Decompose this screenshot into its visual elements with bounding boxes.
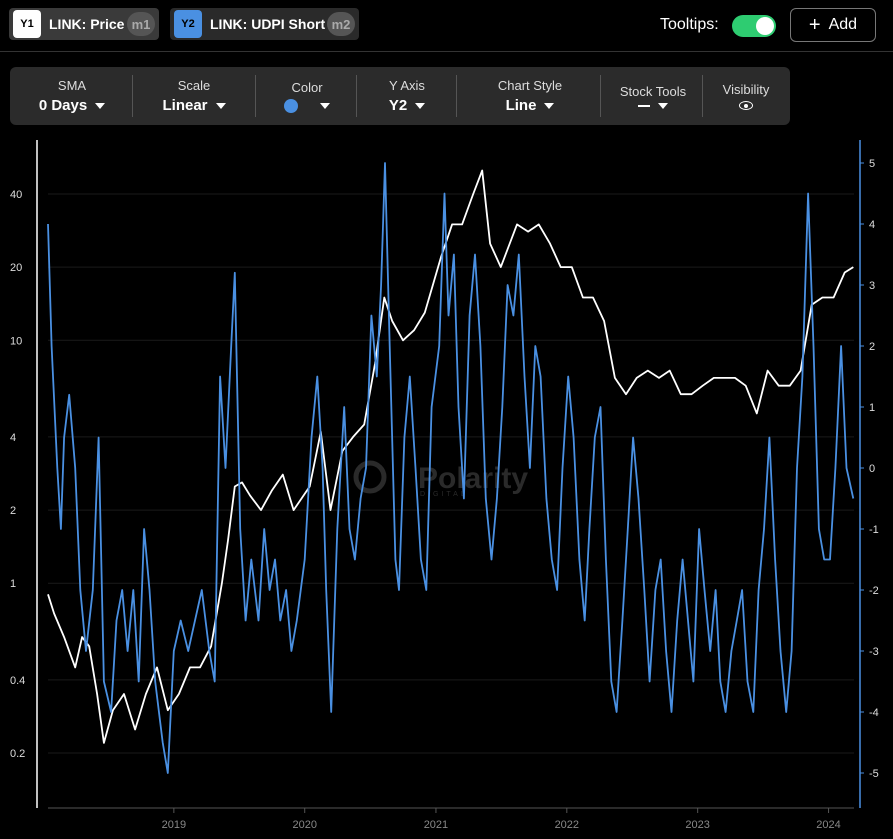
chart-controls-panel: SMA 0 Days Scale Linear Color Y Axis Y2 … (10, 67, 790, 125)
tooltips-toggle[interactable] (732, 15, 776, 37)
y2-tick-label: 1 (869, 402, 875, 414)
y1-badge: Y1 (13, 10, 41, 38)
divider (600, 75, 601, 117)
toggle-knob (756, 17, 774, 35)
color-swatch (284, 98, 298, 113)
caret-down-icon (544, 102, 555, 109)
y1-tick-label: 40 (10, 189, 22, 201)
scale-value: Linear (162, 97, 208, 114)
series-lines (47, 162, 855, 774)
scale-control[interactable]: Scale Linear (142, 67, 246, 125)
sma-control[interactable]: SMA 0 Days (20, 67, 124, 125)
y1-tick-label: 0.2 (10, 748, 25, 760)
chart-area[interactable]: Polarity DIGITAL 0.20.4124102040543210-1… (0, 130, 893, 839)
top-bar: Y1 LINK: Price m1 Y2 LINK: UDPI Short m2… (0, 0, 893, 52)
chart-style-title: Chart Style (497, 78, 563, 93)
chart-style-control[interactable]: Chart Style Line (465, 67, 595, 125)
sma-dropdown[interactable]: 0 Days (38, 97, 106, 114)
sma-title: SMA (57, 78, 87, 93)
y2-tick-label: -5 (869, 768, 879, 780)
caret-down-icon (95, 102, 106, 109)
watermark-subtext: DIGITAL (420, 491, 468, 498)
price-line (47, 169, 854, 744)
divider (702, 75, 703, 117)
y-axis-title: Y Axis (389, 78, 425, 93)
divider (255, 75, 256, 117)
y1-tick-label: 20 (10, 262, 22, 274)
grid-lines (48, 193, 854, 754)
visibility-title: Visibility (722, 82, 770, 97)
y1-tick-label: 0.4 (10, 675, 25, 687)
watermark-logo: Polarity DIGITAL (353, 460, 528, 498)
x-tick-label: 2023 (685, 819, 709, 831)
x-tick-label: 2020 (292, 819, 316, 831)
dash-icon (638, 104, 650, 107)
udpi-line (47, 162, 855, 774)
y1-tick-label: 4 (10, 432, 16, 444)
visibility-control[interactable]: Visibility (707, 67, 785, 125)
model-badge-m1[interactable]: m1 (127, 12, 155, 36)
y-axis-value: Y2 (388, 97, 408, 114)
caret-down-icon (320, 102, 330, 109)
add-button-label: Add (828, 16, 858, 33)
eye-icon (739, 101, 753, 110)
color-dropdown[interactable] (284, 98, 330, 113)
model-badge-m2[interactable]: m2 (327, 12, 355, 36)
y2-tick-label: -3 (869, 646, 879, 658)
plus-icon: + (808, 14, 821, 36)
color-control[interactable]: Color (262, 67, 352, 125)
color-title: Color (291, 79, 323, 95)
y1-tick-label: 1 (10, 578, 16, 590)
y2-badge: Y2 (174, 10, 202, 38)
divider (132, 75, 133, 117)
caret-down-icon (658, 102, 668, 109)
y2-tick-label: -1 (869, 524, 879, 536)
scale-dropdown[interactable]: Linear (162, 97, 226, 114)
y2-tick-label: 2 (869, 341, 875, 353)
y-axis-dropdown[interactable]: Y2 (388, 97, 426, 114)
series-chip-y1[interactable]: Y1 LINK: Price m1 (9, 8, 159, 40)
add-button[interactable]: + Add (790, 8, 876, 42)
y2-tick-label: 0 (869, 463, 875, 475)
x-tick-label: 2024 (816, 819, 840, 831)
watermark-text: Polarity (418, 462, 528, 495)
y2-tick-label: 3 (869, 280, 875, 292)
caret-down-icon (215, 102, 226, 109)
series-chip-y2[interactable]: Y2 LINK: UDPI Short m2 (170, 8, 359, 40)
caret-down-icon (415, 102, 426, 109)
divider (456, 75, 457, 117)
scale-title: Scale (177, 78, 211, 93)
x-tick-label: 2019 (162, 819, 186, 831)
series-label-y1: LINK: Price (49, 16, 125, 32)
y2-tick-label: -2 (869, 585, 879, 597)
divider (356, 75, 357, 117)
chart-style-dropdown[interactable]: Line (506, 97, 555, 114)
chart-style-value: Line (505, 97, 537, 114)
y1-tick-label: 2 (10, 505, 16, 517)
stock-tools-title: Stock Tools (619, 83, 687, 99)
y2-tick-label: -4 (869, 707, 879, 719)
y1-tick-label: 10 (10, 335, 22, 347)
sma-value: 0 Days (38, 97, 88, 114)
y-axis-control[interactable]: Y Axis Y2 (362, 67, 452, 125)
stock-tools-control[interactable]: Stock Tools (607, 67, 699, 125)
stock-tools-dropdown[interactable] (638, 102, 668, 109)
series-label-y2: LINK: UDPI Short (210, 16, 326, 32)
tooltips-label: Tooltips: (660, 16, 719, 33)
x-tick-label: 2022 (555, 819, 579, 831)
y2-tick-label: 5 (869, 158, 875, 170)
y2-tick-label: 4 (869, 219, 875, 231)
visibility-toggle[interactable] (739, 101, 753, 110)
x-tick-label: 2021 (424, 819, 448, 831)
